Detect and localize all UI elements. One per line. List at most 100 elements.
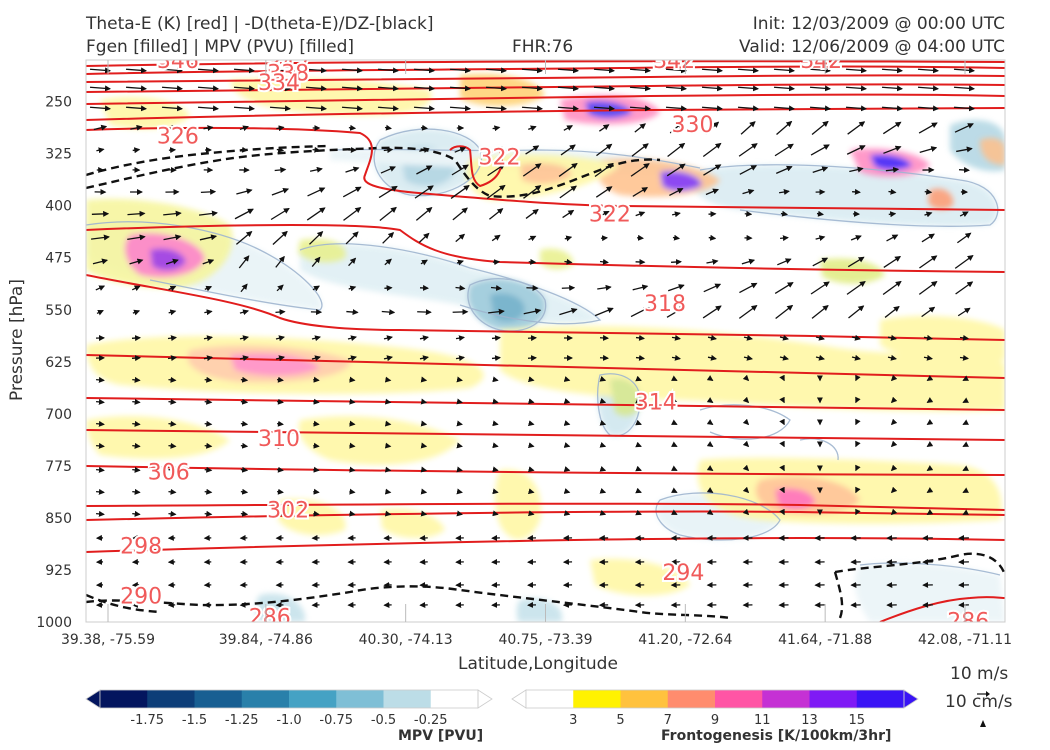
wind-vector: [599, 509, 607, 516]
theta-e-label: 338: [267, 61, 309, 86]
wind-vector: [882, 280, 902, 296]
wind-vector: [163, 210, 182, 217]
wind-vector: [667, 142, 686, 157]
wind-vector: [168, 309, 177, 316]
x-tick-label: 40.30, -74.13: [359, 632, 453, 648]
wind-vector: [204, 466, 213, 473]
wind-vector: [702, 142, 722, 157]
wind-vector: [744, 210, 753, 217]
wind-vector: [956, 146, 973, 153]
wind-vector: [203, 335, 213, 342]
wind-vector: [413, 105, 435, 112]
wind-vector: [199, 234, 218, 241]
wind-vector: [557, 67, 579, 74]
wind-vector: [491, 234, 501, 242]
wind-vector: [890, 440, 898, 448]
wind-vector: [665, 67, 687, 74]
wind-vector: [166, 125, 179, 131]
wind-vector: [89, 85, 111, 92]
colorbar-tick-label: -1.0: [276, 713, 301, 728]
wind-vector: [449, 105, 471, 112]
wind-vector: [420, 124, 429, 131]
wind-vector: [812, 166, 829, 174]
wind-vector: [737, 105, 759, 112]
y-axis-label: Pressure [hPa]: [6, 279, 27, 401]
wind-vector: [490, 285, 503, 291]
wind-vector: [521, 67, 543, 74]
wind-vector: [384, 466, 392, 473]
wind-vector: [635, 397, 642, 404]
wind-vector: [130, 124, 143, 131]
wind-vector: [737, 85, 759, 92]
fgen-colorbar: 3 5 7 9 11 13 15: [511, 689, 919, 728]
wind-vector: [527, 398, 535, 405]
wind-vector: [309, 230, 324, 245]
wind-vector: [202, 258, 215, 265]
colorbar-segment: [241, 690, 290, 708]
wind-vector: [313, 376, 320, 383]
wind-vector: [777, 258, 792, 266]
wind-vector: [274, 166, 287, 173]
wind-vector: [197, 105, 219, 112]
wind-vector: [809, 67, 831, 74]
wind-vector: [599, 441, 607, 448]
wind-vector: [132, 488, 141, 495]
wind-vector: [125, 67, 147, 74]
wind-vector: [269, 105, 291, 112]
wind-vector: [197, 67, 219, 74]
theta-e-label: 346: [157, 49, 199, 74]
wind-vector: [780, 210, 789, 217]
wind-vector: [852, 188, 861, 195]
wind-vector: [204, 398, 213, 405]
wind-vector: [455, 335, 465, 342]
wind-vector: [851, 334, 861, 341]
theta-e-label: 310: [258, 427, 300, 452]
wind-vector: [703, 283, 722, 293]
theta-e-label: 334: [258, 71, 300, 96]
wind-vector: [634, 123, 646, 133]
wind-vector: [420, 398, 428, 405]
wind-vector: [306, 207, 326, 221]
wind-vector: [846, 145, 866, 155]
wind-vector: [129, 258, 144, 265]
theta-e-label: 342: [267, 52, 309, 77]
wind-vector: [848, 305, 865, 319]
wind-vector: [276, 442, 284, 449]
wind-vector: [383, 355, 393, 362]
wind-vector: [276, 466, 284, 473]
wind-vector: [742, 374, 750, 382]
wind-vector: [346, 309, 359, 316]
wind-vector: [96, 309, 104, 316]
wind-vector: [558, 162, 578, 177]
wind-vector: [452, 207, 468, 221]
wind-vector: [632, 187, 649, 197]
wind-vector: [706, 397, 714, 403]
wind-vector: [348, 257, 357, 267]
wind-vector: [276, 488, 284, 495]
wind-vector: [132, 442, 141, 449]
wind-vector: [203, 355, 213, 362]
wind-vector: [957, 307, 971, 317]
wind-vector: [420, 510, 428, 517]
wind-vector: [485, 85, 507, 92]
wind-vector: [890, 464, 898, 472]
wind-vector: [491, 335, 501, 342]
wind-vector: [313, 442, 320, 449]
wind-vector: [488, 308, 505, 315]
wind-vector: [312, 146, 321, 153]
wind-vector: [926, 419, 934, 425]
wind-vector: [525, 145, 540, 155]
wind-vector: [275, 335, 285, 342]
wind-vector: [890, 418, 898, 426]
wind-vector: [204, 309, 213, 316]
wind-vector: [240, 466, 249, 473]
wind-vector: [305, 67, 327, 74]
wind-vector: [271, 187, 290, 196]
wind-vector: [235, 230, 253, 245]
wind-vector: [521, 85, 543, 92]
wind-vector: [630, 163, 650, 177]
colorbar-tick-label: 15: [848, 713, 865, 728]
wind-vector: [307, 187, 326, 197]
wind-vector: [341, 85, 363, 92]
wind-vector: [563, 442, 571, 448]
